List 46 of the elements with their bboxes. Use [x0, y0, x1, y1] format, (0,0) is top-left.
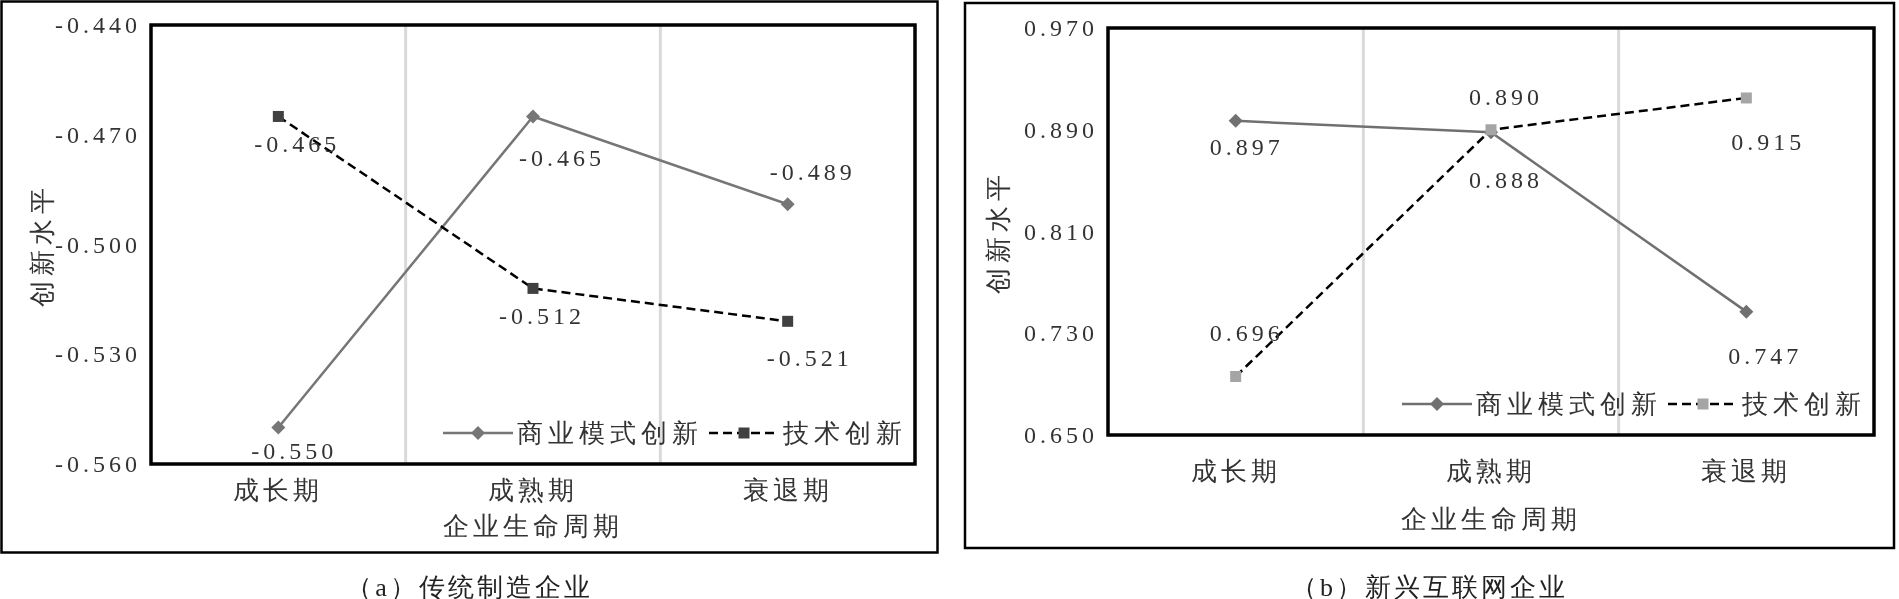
- y-tick-label: 0.810: [1024, 218, 1098, 245]
- x-tick-label: 成熟期: [1446, 456, 1536, 486]
- data-label: -0.512: [499, 303, 585, 330]
- y-tick-label: -0.500: [55, 231, 141, 258]
- y-tick-label: -0.530: [55, 341, 141, 368]
- y-tick-label: -0.560: [55, 451, 141, 477]
- point: [526, 109, 540, 124]
- legend-label: 商业模式创新: [517, 418, 703, 448]
- point: [1740, 92, 1752, 104]
- data-label: -0.521: [766, 345, 853, 372]
- x-tick-label: 衰退期: [1701, 456, 1792, 486]
- point: [782, 315, 794, 327]
- point: [1228, 113, 1243, 128]
- y-tick-label: -0.470: [55, 121, 141, 148]
- point: [1230, 370, 1242, 382]
- y-axis-title: 创新水平: [27, 182, 57, 307]
- legend-label: 技术创新: [782, 418, 907, 448]
- data-label: 0.888: [1469, 167, 1543, 194]
- point: [527, 282, 539, 294]
- y-tick-label: 0.650: [1024, 422, 1098, 448]
- x-axis-title: 企业生命周期: [1401, 504, 1581, 534]
- data-label: 0.696: [1209, 320, 1284, 347]
- data-label: 0.897: [1209, 133, 1284, 160]
- point: [271, 420, 286, 435]
- y-tick-label: 0.970: [1024, 15, 1098, 41]
- data-label: 0.890: [1469, 83, 1543, 110]
- x-tick-label: 成长期: [233, 475, 324, 505]
- y-axis-title: 创新水平: [983, 169, 1013, 294]
- point: [1739, 304, 1754, 319]
- y-tick-label: 0.730: [1024, 320, 1098, 347]
- point: [272, 110, 284, 122]
- x-axis-title: 企业生命周期: [443, 511, 623, 541]
- point: [780, 197, 795, 212]
- data-label: 0.747: [1728, 342, 1803, 369]
- point: [1485, 124, 1497, 136]
- legend-label: 商业模式创新: [1476, 389, 1662, 419]
- data-label: -0.550: [251, 438, 338, 465]
- data-label: -0.465: [519, 145, 605, 172]
- y-tick-label: 0.890: [1024, 116, 1098, 143]
- x-tick-label: 衰退期: [742, 475, 833, 505]
- x-tick-label: 成长期: [1190, 456, 1281, 486]
- data-label: -0.489: [769, 159, 856, 186]
- data-label: 0.915: [1731, 128, 1806, 155]
- y-tick-label: -0.440: [55, 12, 141, 38]
- x-tick-label: 成熟期: [488, 475, 578, 505]
- legend-label: 技术创新: [1741, 389, 1866, 419]
